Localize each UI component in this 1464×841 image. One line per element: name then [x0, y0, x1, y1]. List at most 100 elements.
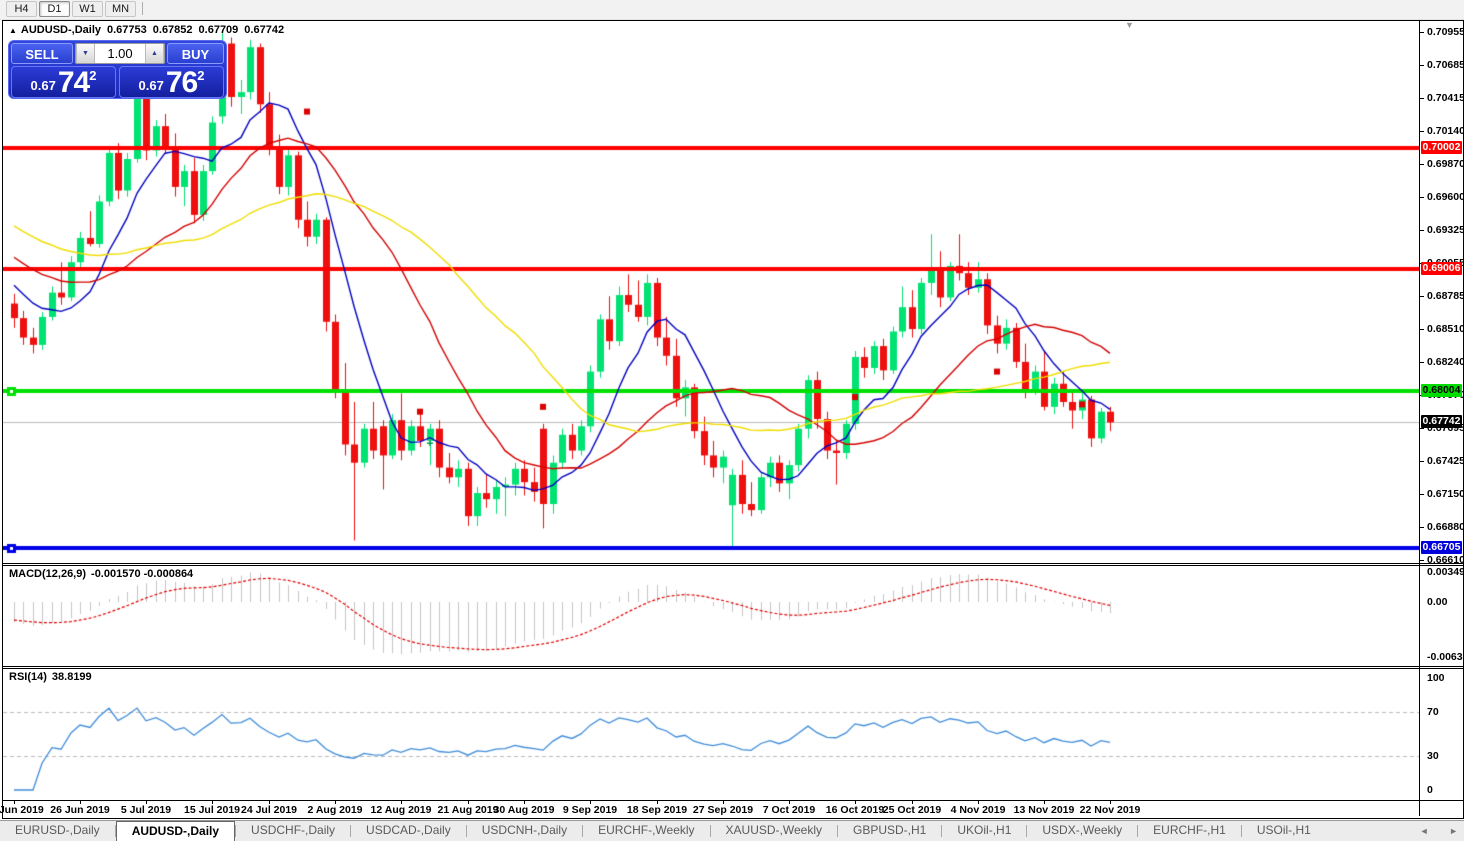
chart-tab-usdchf-daily[interactable]: USDCHF-,Daily	[251, 823, 336, 837]
date-label: 7 Oct 2019	[762, 804, 816, 816]
macd-label: MACD(12,26,9)	[9, 568, 87, 580]
pane-separator[interactable]	[3, 668, 1463, 669]
date-label: 24 Jul 2019	[240, 804, 298, 816]
chart-tab-eurchf-h1[interactable]: EURCHF-,H1	[1153, 823, 1226, 837]
date-label: 16 Oct 2019	[825, 804, 885, 816]
volume-input[interactable]	[95, 44, 145, 63]
chart-shift-marker-icon[interactable]: ▼	[1125, 20, 1134, 30]
buy-price-prefix: 0.67	[138, 78, 164, 93]
chart-tab-audusd-daily[interactable]: AUDUSD-,Daily	[115, 821, 236, 841]
macd-indicator-canvas[interactable]	[3, 566, 1419, 666]
tab-scroll-right-icon[interactable]: ►	[1449, 826, 1458, 836]
macd-axis-label: 0.00	[1427, 596, 1448, 608]
pane-separator[interactable]	[3, 565, 1463, 566]
axis-tick	[1420, 361, 1424, 363]
sell-price-big: 74	[57, 66, 90, 99]
pane-separator[interactable]	[3, 563, 1463, 564]
chart-tab-eurchf-weekly[interactable]: EURCHF-,Weekly	[598, 823, 695, 837]
tab-separator	[114, 825, 116, 837]
macd-label-row: MACD(12,26,9) -0.001570 -0.000864	[9, 568, 198, 580]
chart-tab-eurusd-daily[interactable]: EURUSD-,Daily	[15, 823, 100, 837]
collapse-triangle-icon[interactable]: ▲	[9, 26, 17, 35]
date-tick	[146, 801, 147, 804]
price-axis-label: 0.66880	[1427, 521, 1464, 534]
axis-tick	[1420, 196, 1424, 198]
rsi-indicator-canvas[interactable]	[3, 669, 1419, 800]
date-tick	[468, 801, 469, 804]
tab-separator	[1137, 825, 1139, 837]
timeframe-button-h4[interactable]: H4	[6, 1, 37, 17]
timeframe-button-mn[interactable]: MN	[105, 1, 136, 17]
chart-tab-usoil-h1[interactable]: USOil-,H1	[1256, 823, 1311, 837]
chart-tab-usdcad-daily[interactable]: USDCAD-,Daily	[366, 823, 451, 837]
price-axis-label: 0.70955	[1427, 26, 1464, 38]
date-tick	[978, 801, 979, 804]
axis-tick	[1420, 559, 1424, 561]
price-badge-0_67742: 0.67742	[1421, 415, 1462, 429]
tab-separator	[1240, 825, 1242, 837]
chart-tab-xauusd-weekly[interactable]: XAUUSD-,Weekly	[725, 823, 822, 837]
tab-separator	[235, 825, 237, 837]
buy-price-sup: 2	[197, 68, 205, 83]
chart-tab-bar: EURUSD-,Daily AUDUSD-,Daily USDCHF-,Daily U…	[0, 820, 1464, 841]
axis-tick	[1420, 230, 1424, 232]
sell-price-sup: 2	[89, 68, 97, 83]
date-axis[interactable]: 17 Jun 2019 26 Jun 2019 5 Jul 2019 15 Jul 2…	[0, 801, 1419, 817]
tab-separator	[709, 825, 711, 837]
price-axis-label: 0.68240	[1427, 355, 1464, 368]
date-label: 18 Sep 2019	[626, 804, 688, 816]
volume-control: ▼ ▲	[75, 43, 165, 64]
chart-tab-ukoil-h1[interactable]: UKOil-,H1	[957, 823, 1012, 837]
tab-separator	[941, 825, 943, 837]
date-label: 22 Nov 2019	[1079, 804, 1141, 816]
rsi-axis-label: 100	[1427, 672, 1445, 684]
tab-separator	[465, 825, 467, 837]
chart-tab-gbpusd-h1[interactable]: GBPUSD-,H1	[853, 823, 927, 837]
date-label: 12 Aug 2019	[370, 804, 432, 816]
date-tick	[723, 801, 724, 804]
one-click-trade-panel: SELL ▼ ▲ BUY 0.67 74 2 0.67 76 2	[8, 40, 227, 99]
date-tick	[80, 801, 81, 804]
price-axis-label: 0.69870	[1427, 157, 1464, 170]
date-tick	[524, 801, 525, 804]
date-tick	[1110, 801, 1111, 804]
tab-separator	[1026, 825, 1028, 837]
date-tick	[14, 801, 15, 804]
volume-decrease-icon[interactable]: ▼	[76, 44, 95, 63]
date-tick	[401, 801, 402, 804]
price-scale[interactable]: 0.70955 0.70685 0.70415 0.70140 0.69870 0.696…	[1419, 21, 1464, 816]
sell-price-prefix: 0.67	[30, 78, 56, 93]
tab-separator	[837, 825, 838, 837]
sell-price-box[interactable]: 0.67 74 2	[11, 66, 116, 98]
price-axis-label: 0.68785	[1427, 289, 1464, 302]
date-tick	[212, 801, 213, 804]
chart-tab-usdx-weekly[interactable]: USDX-,Weekly	[1042, 823, 1123, 837]
axis-tick	[1420, 494, 1424, 496]
pane-separator[interactable]	[3, 666, 1463, 667]
sell-button[interactable]: SELL	[11, 43, 73, 64]
date-label: 4 Nov 2019	[950, 804, 1006, 816]
axis-tick	[1420, 32, 1424, 33]
chart-title: ▲ AUDUSD-,Daily 0.67753 0.67852 0.67709 0.677…	[9, 24, 290, 36]
price-chart-canvas[interactable]	[3, 21, 1419, 563]
ohlc-low: 0.67709	[198, 24, 239, 36]
buy-button[interactable]: BUY	[167, 43, 224, 64]
toolbar-separator	[142, 2, 143, 15]
date-label: 17 Jun 2019	[0, 804, 44, 816]
tab-separator	[582, 825, 584, 837]
chart-tab-usdcnh-daily[interactable]: USDCNH-,Daily	[481, 823, 568, 837]
ohlc-high: 0.67852	[152, 24, 193, 36]
date-label: 9 Sep 2019	[562, 804, 618, 816]
buy-price-box[interactable]: 0.67 76 2	[119, 66, 224, 98]
rsi-label: RSI(14)	[9, 671, 47, 683]
tab-scroll-left-icon[interactable]: ◄	[1419, 826, 1429, 836]
axis-tick	[1420, 64, 1424, 66]
date-tick	[335, 801, 336, 804]
axis-tick	[1420, 131, 1424, 133]
price-axis-label: 0.67150	[1427, 488, 1464, 501]
timeframe-button-w1[interactable]: W1	[72, 1, 103, 17]
timeframe-button-d1[interactable]: D1	[39, 1, 70, 17]
axis-tick	[1420, 97, 1424, 99]
volume-increase-icon[interactable]: ▲	[145, 44, 164, 63]
rsi-axis-label: 0	[1427, 784, 1433, 796]
